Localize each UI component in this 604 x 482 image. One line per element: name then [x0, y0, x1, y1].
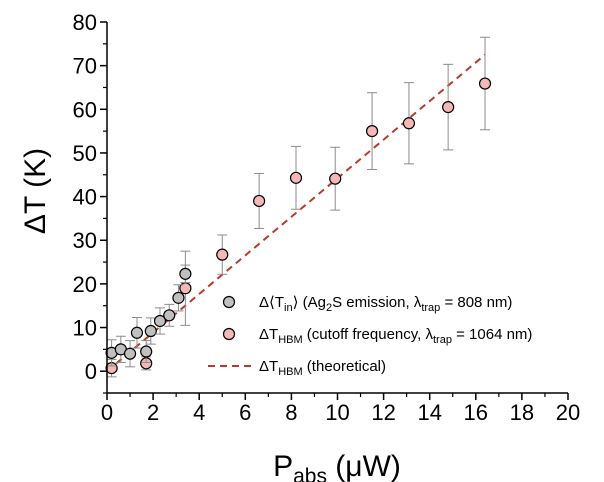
legend-label-1-part-0: ΔT — [259, 326, 278, 343]
y-tick-label-3: 30 — [73, 228, 97, 253]
legend-label-0-part-1: in — [284, 302, 293, 314]
series-0-point-4 — [140, 345, 153, 358]
legend-label-2-part-1: HBM — [278, 366, 302, 378]
legend-label-1: ΔTHBM (cutoff frequency, λtrap = 1064 nm… — [259, 326, 532, 346]
legend-label-0-part-0: Δ⟨T — [259, 294, 284, 311]
x-tick-label-8: 16 — [464, 400, 488, 425]
y-tick-label-7: 70 — [73, 54, 97, 79]
x-tick-label-4: 8 — [285, 400, 297, 425]
x-tick-label-9: 18 — [510, 400, 534, 425]
axes: 0 2 4 6 8 10 12 14 16 18 20 0 10 20 30 40 50 60 70 80 — [73, 10, 581, 425]
series-1-point-5 — [289, 171, 303, 184]
legend-label-0-part-6: = 808 nm) — [440, 294, 512, 311]
x-tick-label-0: 0 — [101, 400, 113, 425]
x-tick-label-3: 6 — [239, 400, 251, 425]
x-axis-title-main: P — [273, 450, 293, 482]
series-0-point-8 — [172, 291, 185, 304]
legend-label-1-part-1: HBM — [278, 334, 302, 346]
x-axis-title-unit: (μW) — [327, 450, 401, 482]
series-1-point-10 — [478, 77, 492, 90]
legend-label-1-part-2: (cutoff frequency, λ — [303, 326, 434, 343]
series-0-point-6 — [153, 314, 167, 328]
x-axis-title: Pabs (μW) — [273, 450, 401, 482]
series-0-point-3 — [130, 326, 144, 339]
y-axis-title: ΔT (K) — [19, 148, 52, 234]
x-tick-label-7: 14 — [417, 400, 441, 425]
legend: Δ⟨Tin⟩ (Ag2S emission, λtrap = 808 nm)ΔT… — [208, 294, 532, 378]
series-0-point-7 — [163, 309, 176, 322]
legend-label-0-part-5: trap — [421, 302, 440, 314]
series-1-point-3 — [216, 248, 229, 261]
legend-label-2-part-0: ΔT — [259, 358, 278, 375]
y-tick-label-8: 80 — [73, 10, 97, 35]
y-tick-label-4: 40 — [73, 185, 97, 210]
plot-area — [105, 36, 492, 378]
series-1-point-4 — [253, 194, 266, 208]
legend-label-0-part-2: ⟩ (Ag — [293, 294, 326, 311]
legend-label-0-part-4: S emission, λ — [332, 294, 422, 311]
x-tick-label-1: 2 — [147, 400, 159, 425]
legend-label-2-part-2: (theoretical) — [303, 358, 386, 375]
legend-marker-0 — [222, 295, 236, 309]
series-1-point-9 — [442, 101, 455, 114]
legend-marker-1 — [222, 327, 236, 341]
series-0-point-9 — [179, 267, 192, 280]
y-tick-label-1: 10 — [73, 316, 97, 341]
legend-label-0-part-3: 2 — [326, 302, 332, 314]
legend-label-1-part-3: trap — [433, 334, 452, 346]
y-tick-label-6: 60 — [73, 97, 97, 122]
series-1-point-8 — [402, 117, 416, 130]
x-tick-label-6: 12 — [371, 400, 395, 425]
series-2-line — [106, 53, 486, 372]
series-0-point-2 — [123, 347, 137, 360]
y-tick-label-0: 0 — [85, 359, 97, 384]
x-tick-label-2: 4 — [193, 400, 205, 425]
legend-label-1-part-4: = 1064 nm) — [452, 326, 532, 343]
series-1-point-7 — [365, 125, 379, 138]
legend-label-0: Δ⟨Tin⟩ (Ag2S emission, λtrap = 808 nm) — [259, 294, 512, 314]
x-axis-title-sub: abs — [293, 465, 327, 482]
y-tick-label-5: 50 — [73, 141, 97, 166]
x-tick-label-10: 20 — [556, 400, 580, 425]
series-0-point-5 — [144, 324, 157, 338]
x-tick-label-5: 10 — [325, 400, 349, 425]
legend-label-2: ΔTHBM (theoretical) — [259, 358, 386, 378]
y-tick-label-2: 20 — [73, 272, 97, 297]
series-1-point-6 — [329, 172, 342, 185]
